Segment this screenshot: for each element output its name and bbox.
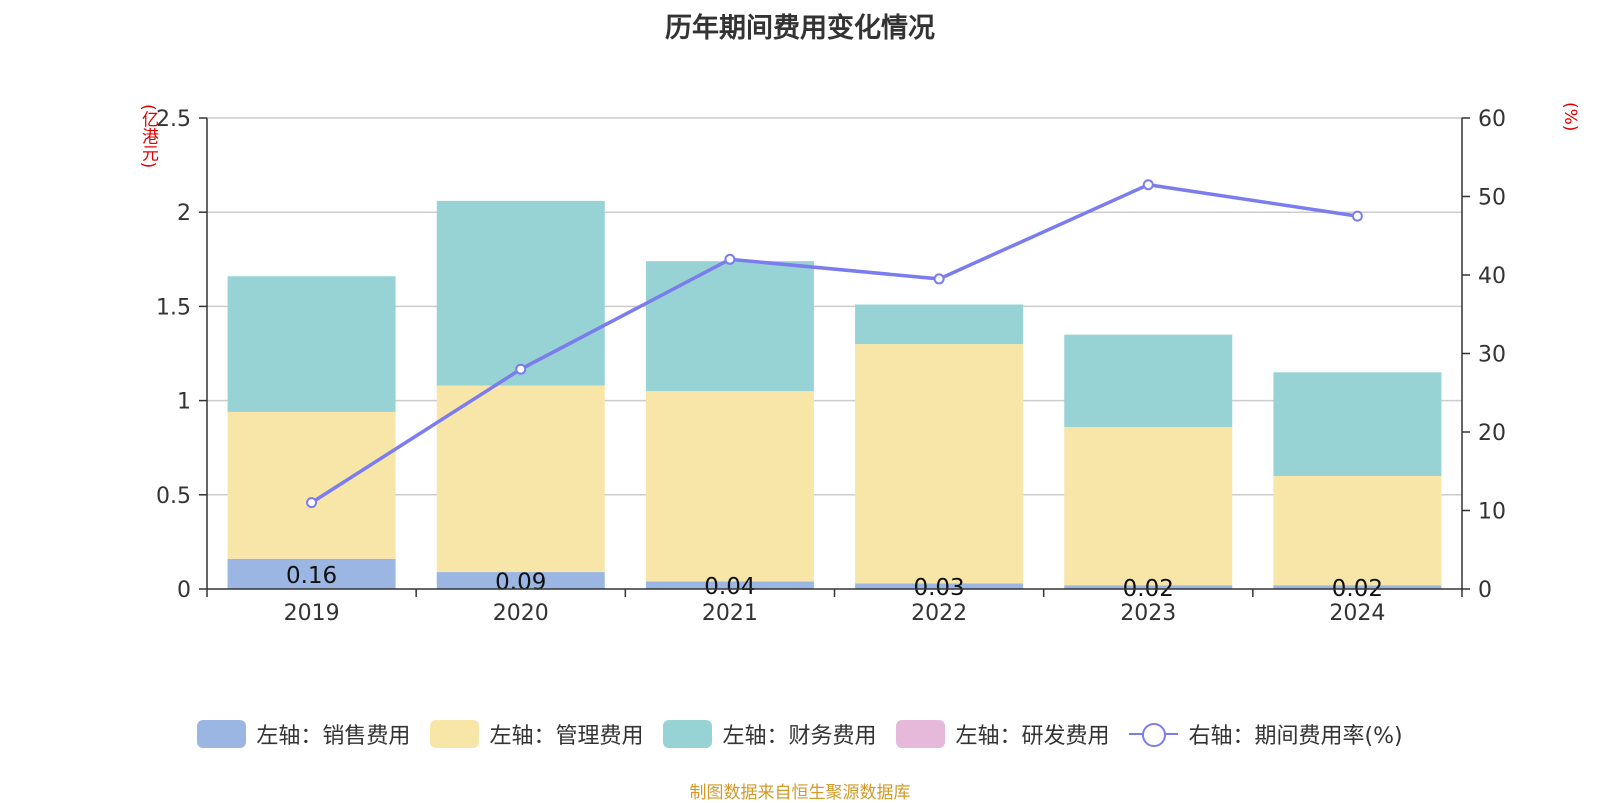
right-tick-label: 50	[1478, 186, 1506, 211]
x-tick-label: 2023	[1120, 601, 1176, 626]
left-tick-label: 0	[177, 578, 191, 603]
legend-label-admin: 左轴：管理费用	[489, 724, 644, 749]
left-tick-label: 1.5	[156, 295, 191, 320]
bar-segment	[1064, 585, 1233, 589]
x-tick-label: 2024	[1329, 601, 1385, 626]
right-tick-label: 30	[1478, 343, 1506, 368]
legend-swatch-expense-rate	[1129, 720, 1179, 748]
legend-item-finance[interactable]: 左轴：财务费用	[663, 718, 876, 750]
bar-segment	[645, 261, 814, 392]
legend-label-sales: 左轴：销售费用	[256, 724, 411, 749]
data-source-note: 制图数据来自恒生聚源数据库	[689, 783, 911, 803]
expense-rate-point	[306, 497, 318, 509]
legend-item-sales[interactable]: 左轴：销售费用	[197, 718, 410, 750]
bar-segment	[436, 385, 605, 573]
legend-item-admin[interactable]: 左轴：管理费用	[430, 718, 643, 750]
bar-segment	[855, 583, 1024, 589]
right-tick-label: 10	[1478, 500, 1506, 525]
bar-segment	[855, 344, 1024, 584]
bar-segment	[227, 411, 396, 559]
expense-rate-point	[1142, 179, 1154, 191]
right-tick-label: 60	[1478, 107, 1506, 132]
legend: 左轴：销售费用 左轴：管理费用 左轴：财务费用 左轴：研发费用 右轴：期间费用率…	[0, 718, 1600, 750]
data-label: 0.04	[704, 574, 755, 600]
bar-segment	[1273, 475, 1442, 586]
bar-segment	[1273, 585, 1442, 589]
data-label: 0.03	[913, 575, 964, 601]
expense-rate-point	[933, 273, 945, 285]
left-axis-unit: (亿港元)	[138, 104, 158, 169]
bar-segment	[227, 276, 396, 412]
bar-segment	[1064, 334, 1233, 427]
x-tick-label: 2022	[911, 601, 967, 626]
bar-segment	[855, 304, 1024, 345]
right-axis-unit: (%)	[1560, 102, 1580, 132]
left-tick-label: 1	[177, 390, 191, 415]
data-label: 0.09	[495, 570, 546, 596]
x-tick-label: 2020	[493, 601, 549, 626]
bar-segment	[227, 558, 396, 589]
bar-segment	[436, 572, 605, 589]
right-tick-label: 0	[1478, 578, 1492, 603]
legend-label-expense-rate: 右轴：期间费用率(%)	[1188, 724, 1403, 749]
right-tick-label: 40	[1478, 264, 1506, 289]
legend-swatch-rnd	[896, 720, 946, 748]
expense-rate-point	[1351, 210, 1363, 222]
bar-segment	[1064, 426, 1233, 586]
left-tick-label: 2.5	[156, 107, 191, 132]
legend-item-rnd[interactable]: 左轴：研发费用	[896, 718, 1109, 750]
legend-item-expense-rate[interactable]: 右轴：期间费用率(%)	[1129, 718, 1403, 750]
expense-rate-line	[310, 182, 1358, 505]
chart-title: 历年期间费用变化情况	[665, 13, 935, 44]
bar-segment	[1273, 372, 1442, 476]
data-label: 0.16	[286, 563, 337, 589]
legend-swatch-finance	[663, 720, 713, 748]
chart-plot: 0.16 0.09 0.04 0.03 0.02 0.0200.511.522.50102…	[156, 107, 1506, 626]
bar-segment	[645, 581, 814, 589]
legend-swatch-admin	[430, 720, 480, 748]
bar-segment	[645, 391, 814, 582]
left-tick-label: 0.5	[156, 484, 191, 509]
x-tick-label: 2019	[284, 601, 340, 626]
expense-rate-point	[515, 363, 527, 375]
legend-label-finance: 左轴：财务费用	[722, 724, 877, 749]
bar-segment	[436, 200, 605, 386]
right-tick-label: 20	[1478, 421, 1506, 446]
legend-swatch-sales	[197, 720, 247, 748]
left-tick-label: 2	[177, 201, 191, 226]
expense-rate-point	[724, 253, 736, 265]
legend-label-rnd: 左轴：研发费用	[955, 724, 1110, 749]
x-tick-label: 2021	[702, 601, 758, 626]
